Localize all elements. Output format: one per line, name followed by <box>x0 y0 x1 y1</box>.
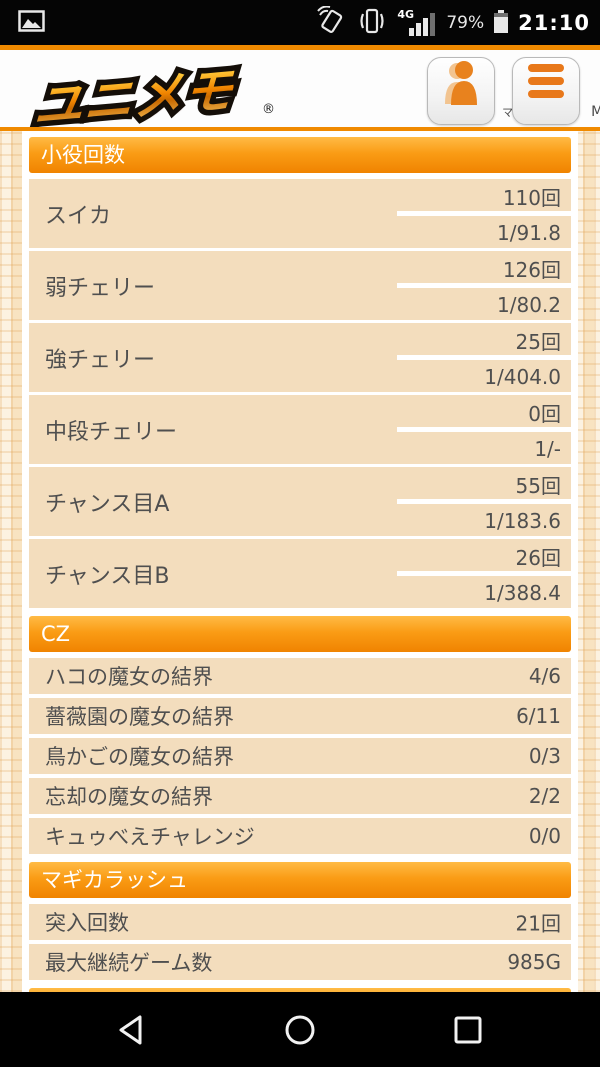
stat-row-suika: スイカ 110回 1/91.8 <box>29 179 571 248</box>
vibrate-icon <box>356 6 388 40</box>
header-bottom-border <box>0 127 600 131</box>
unimemo-logo: ユニメモ ユニメモ <box>27 44 305 142</box>
row-divider <box>397 211 571 216</box>
row-divider <box>397 571 571 576</box>
stat-row-baraen: 薔薇園の魔女の結界 6/11 <box>29 698 571 734</box>
status-bar: 4G 79% 21:10 <box>0 0 600 45</box>
stat-row-max-games: 最大継続ゲーム数 985G <box>29 944 571 980</box>
registered-trademark: ® <box>262 102 275 117</box>
row-divider <box>397 427 571 432</box>
stat-row-weak-cherry: 弱チェリー 126回 1/80.2 <box>29 251 571 320</box>
section-header-koyaku: 小役回数 <box>29 137 571 173</box>
section-header-partial <box>29 988 571 992</box>
screenshot-notification-icon <box>18 10 45 36</box>
section-header-magica-rush: マギカラッシュ <box>29 862 571 898</box>
stat-row-totsunyuu: 突入回数 21回 <box>29 904 571 940</box>
clock-label: 21:10 <box>518 10 590 35</box>
stat-row-chance-a: チャンス目A 55回 1/183.6 <box>29 467 571 536</box>
stat-row-chance-b: チャンス目B 26回 1/388.4 <box>29 539 571 608</box>
section-header-cz: CZ <box>29 616 571 652</box>
battery-percent-label: 79% <box>446 12 485 33</box>
stat-row-kyubey-challenge: キュゥべえチャレンジ 0/0 <box>29 818 571 854</box>
hamburger-icon <box>513 64 579 108</box>
person-icon <box>428 61 494 110</box>
app-header: ユニメモ ユニメモ ® マ <box>0 50 600 142</box>
stats-panel: 小役回数 スイカ 110回 1/91.8 弱チェリー 126回 1/80.2 強… <box>22 131 578 992</box>
stat-row-boukyaku: 忘却の魔女の結界 2/2 <box>29 778 571 814</box>
stat-row-torikago: 鳥かごの魔女の結界 0/3 <box>29 738 571 774</box>
battery-icon <box>493 7 509 39</box>
stat-row-hako: ハコの魔女の結界 4/6 <box>29 658 571 694</box>
recents-icon[interactable] <box>446 1008 490 1052</box>
network-type-label: 4G <box>397 7 415 21</box>
stat-row-middle-cherry: 中段チェリー 0回 1/- <box>29 395 571 464</box>
menu-label: MENU <box>591 104 600 120</box>
menu-button[interactable]: MENU <box>512 57 600 125</box>
signal-strength-icon: 4G <box>397 8 437 38</box>
header-top-border <box>0 45 600 50</box>
row-divider <box>397 355 571 360</box>
row-divider <box>397 283 571 288</box>
stats-content[interactable]: 小役回数 スイカ 110回 1/91.8 弱チェリー 126回 1/80.2 強… <box>0 131 600 992</box>
nfc-icon <box>317 5 347 40</box>
back-icon[interactable] <box>110 1008 154 1052</box>
stat-row-strong-cherry: 強チェリー 25回 1/404.0 <box>29 323 571 392</box>
android-nav-bar <box>0 992 600 1067</box>
row-divider <box>397 499 571 504</box>
myroom-button[interactable]: マイルーム <box>427 57 553 125</box>
home-icon[interactable] <box>278 1008 322 1052</box>
